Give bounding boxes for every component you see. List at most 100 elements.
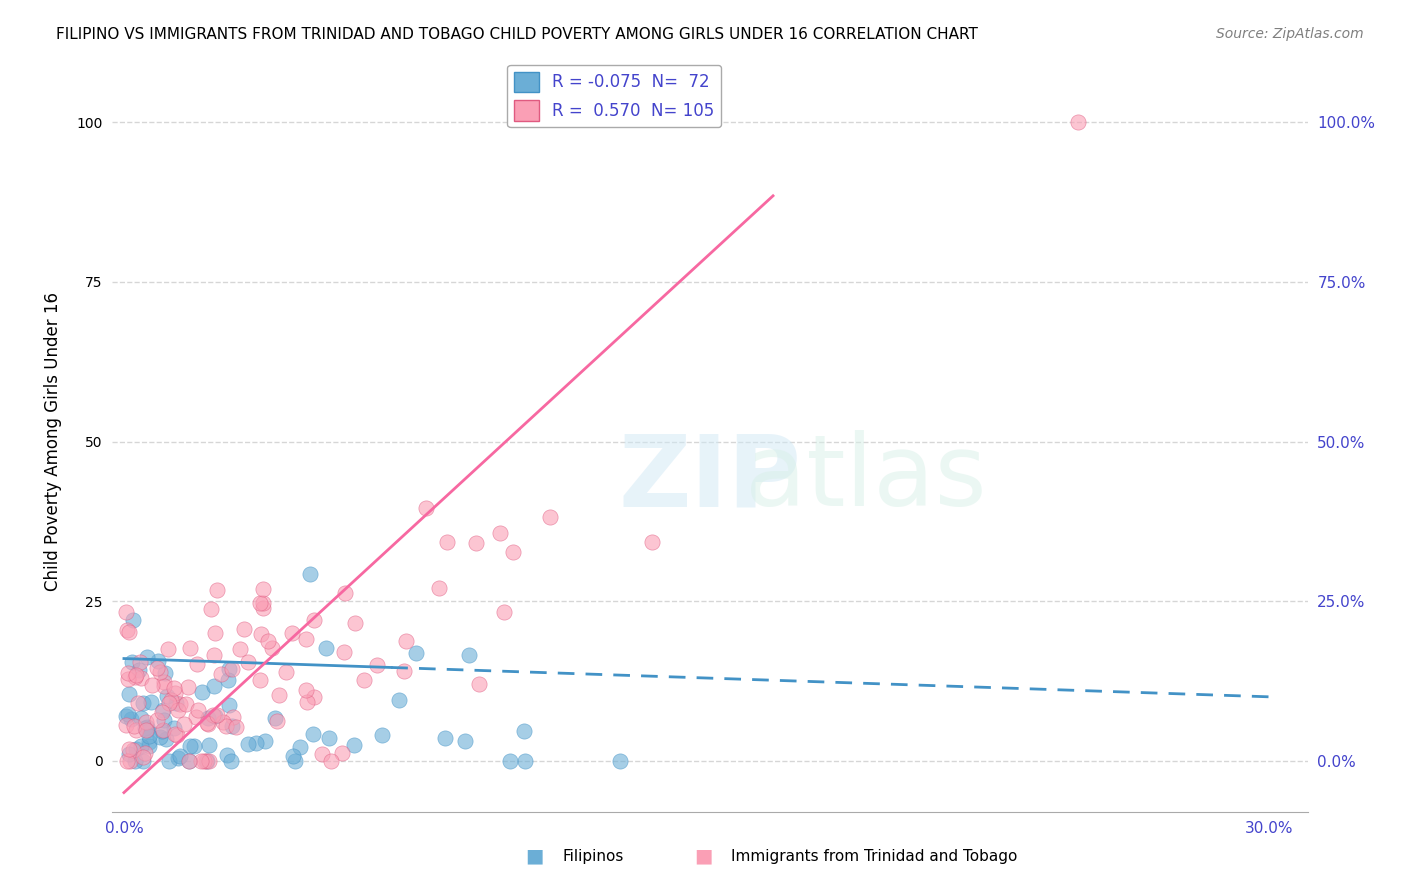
Point — [434, 731, 457, 745]
Point — [388, 693, 411, 707]
Point — [371, 728, 394, 742]
Point — [335, 586, 357, 600]
Point — [169, 697, 191, 711]
Point — [131, 739, 153, 753]
Point — [152, 713, 174, 727]
Point — [118, 754, 141, 768]
Point — [245, 736, 267, 750]
Point — [395, 634, 418, 648]
Point — [205, 708, 228, 723]
Point — [221, 662, 243, 676]
Point — [405, 647, 427, 661]
Point — [465, 536, 488, 550]
Point — [218, 662, 240, 676]
Text: ■: ■ — [524, 847, 544, 866]
Point — [281, 626, 304, 640]
Point — [152, 723, 174, 737]
Point — [298, 566, 321, 581]
Point — [236, 655, 259, 669]
Point — [145, 660, 167, 674]
Point — [146, 713, 169, 727]
Point — [136, 649, 159, 664]
Point — [167, 703, 190, 717]
Point — [136, 723, 159, 738]
Point — [118, 742, 141, 756]
Point — [193, 754, 215, 768]
Point — [294, 632, 316, 647]
Point — [149, 730, 172, 744]
Point — [266, 714, 288, 728]
Point — [205, 582, 228, 597]
Point — [200, 602, 222, 616]
Point — [152, 703, 174, 717]
Point — [122, 743, 145, 757]
Point — [302, 613, 325, 627]
Point — [122, 719, 145, 733]
Point — [138, 729, 160, 743]
Point — [302, 727, 325, 741]
Point — [166, 728, 188, 742]
Text: Source: ZipAtlas.com: Source: ZipAtlas.com — [1216, 27, 1364, 41]
Point — [132, 750, 155, 764]
Point — [222, 710, 245, 724]
Point — [453, 733, 475, 747]
Point — [209, 667, 232, 681]
Point — [197, 754, 219, 768]
Point — [267, 688, 290, 702]
Point — [135, 720, 157, 734]
Text: Filipinos: Filipinos — [562, 849, 624, 863]
Point — [163, 686, 186, 700]
Point — [609, 754, 631, 768]
Point — [141, 678, 163, 692]
Point — [129, 711, 152, 725]
Point — [157, 754, 180, 768]
Point — [179, 739, 201, 754]
Text: Immigrants from Trinidad and Tobago: Immigrants from Trinidad and Tobago — [731, 849, 1018, 863]
Point — [311, 747, 333, 761]
Point — [330, 746, 353, 760]
Point — [283, 749, 305, 764]
Point — [135, 714, 157, 729]
Point — [1067, 115, 1090, 129]
Point — [198, 738, 221, 752]
Point — [215, 719, 238, 733]
Point — [150, 723, 173, 738]
Point — [194, 754, 217, 768]
Point — [124, 754, 146, 768]
Point — [166, 751, 188, 765]
Point — [252, 582, 274, 597]
Point — [117, 665, 139, 680]
Point — [157, 697, 180, 711]
Point — [184, 710, 207, 724]
Point — [128, 655, 150, 669]
Point — [165, 697, 187, 711]
Point — [190, 754, 212, 768]
Point — [540, 509, 562, 524]
Point — [256, 634, 278, 648]
Point — [502, 545, 524, 559]
Point — [427, 582, 450, 596]
Point — [344, 616, 367, 631]
Point — [127, 696, 149, 710]
Point — [114, 605, 136, 619]
Point — [156, 690, 179, 704]
Point — [288, 740, 311, 755]
Point — [156, 641, 179, 656]
Point — [120, 712, 142, 726]
Point — [148, 654, 170, 668]
Point — [315, 641, 337, 656]
Point — [138, 735, 160, 749]
Text: ZIP: ZIP — [619, 430, 801, 527]
Point — [135, 723, 157, 737]
Point — [252, 596, 274, 610]
Point — [163, 681, 186, 695]
Point — [160, 692, 183, 706]
Point — [229, 641, 252, 656]
Point — [179, 640, 201, 655]
Legend: R = -0.075  N=  72, R =  0.570  N= 105: R = -0.075 N= 72, R = 0.570 N= 105 — [508, 65, 721, 128]
Point — [457, 648, 479, 662]
Point — [492, 605, 515, 619]
Point — [343, 738, 366, 752]
Point — [114, 718, 136, 732]
Point — [262, 640, 284, 655]
